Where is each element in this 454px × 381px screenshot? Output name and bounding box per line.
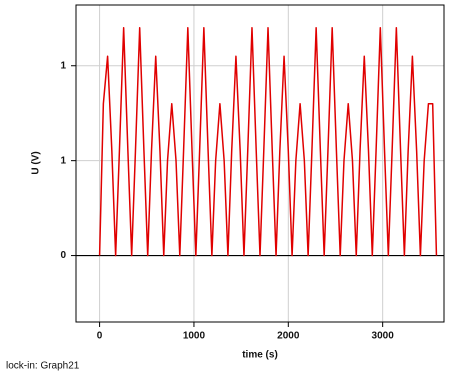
- x-tick-label: 3000: [372, 331, 395, 342]
- y-axis-label: U (V): [31, 151, 42, 174]
- plot-frame: [75, 4, 445, 323]
- data-line: [98, 27, 438, 257]
- footnote: lock-in: Graph21: [6, 361, 80, 372]
- y-tick-label: 0: [60, 250, 66, 261]
- x-tick-label: 1000: [183, 331, 206, 342]
- x-tick-label: 2000: [277, 331, 300, 342]
- x-axis-label: time (s): [242, 350, 278, 361]
- x-tick-label: 0: [97, 331, 103, 342]
- y-tick-label: 1: [60, 155, 66, 166]
- y-tick-label: 1: [60, 60, 66, 71]
